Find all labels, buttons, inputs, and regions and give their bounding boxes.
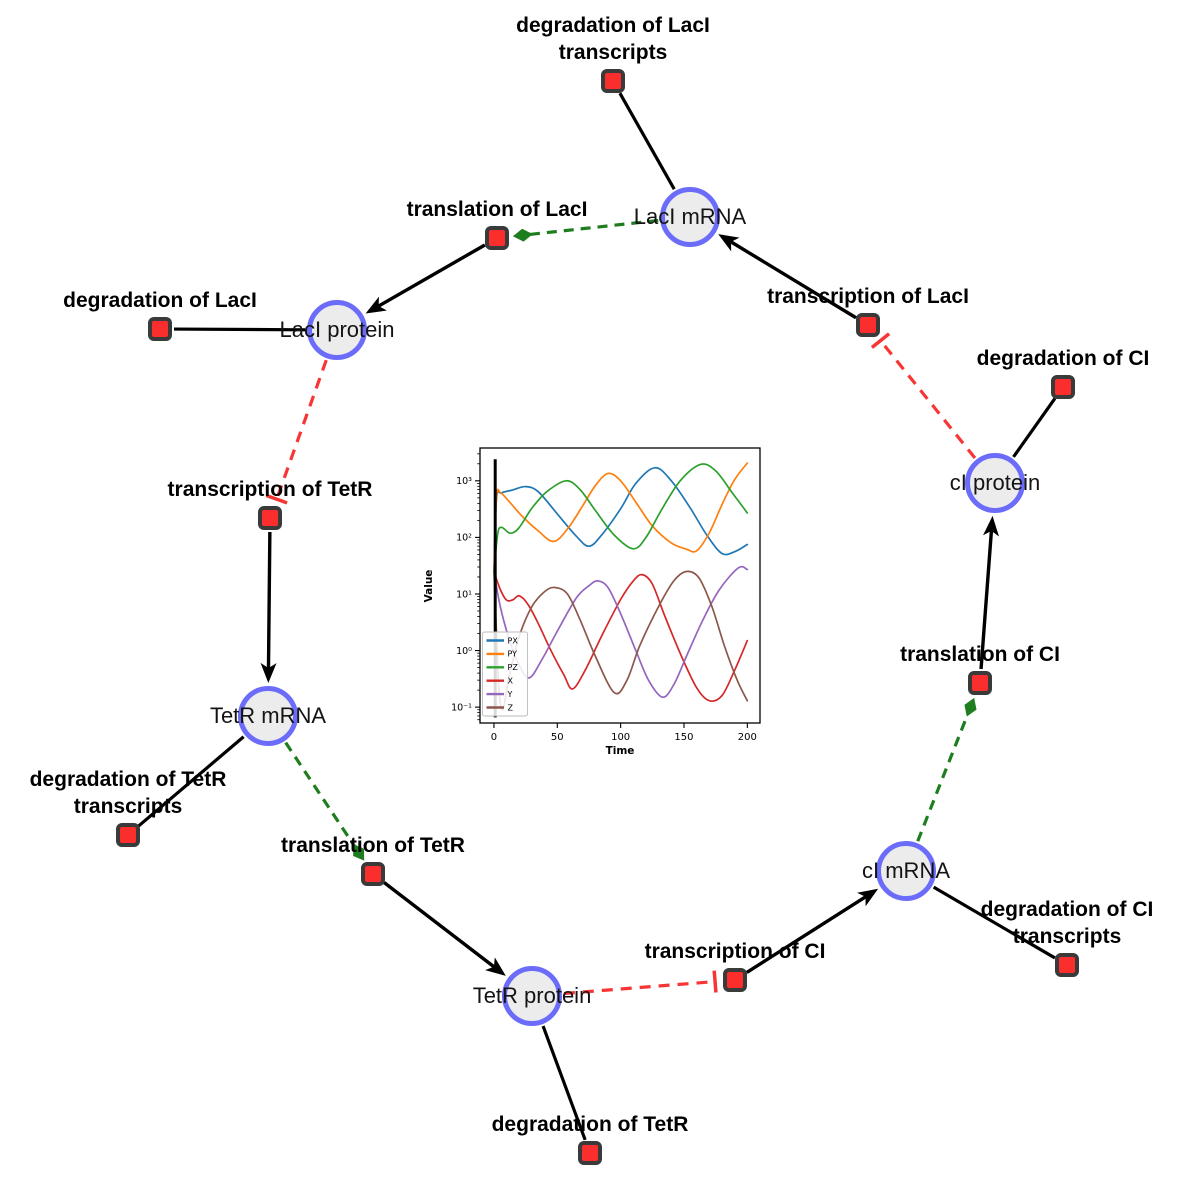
inhibitor-bar-icon (712, 970, 718, 993)
y-tick-label: 10³ (456, 476, 472, 487)
production-line (745, 894, 868, 974)
series-X (493, 570, 749, 703)
edge-ci-protein--transcription-laci (870, 332, 977, 460)
edge-laci-mrna--deg-laci-transcripts (618, 92, 676, 190)
edge-translation-laci--laci-protein (365, 243, 486, 314)
production-line (979, 529, 994, 670)
edge-laci-protein--transcription-tetr (265, 359, 328, 505)
inhibitor-bar-icon (265, 493, 288, 505)
edge-transcription-ci--ci-mrna (745, 888, 879, 974)
modifier-diamond-icon (512, 228, 533, 242)
legend-label-PY: PY (508, 650, 518, 659)
x-tick-label: 0 (491, 732, 497, 743)
edge-translation-ci--ci-protein (979, 515, 1000, 670)
arrow-head-icon (718, 234, 740, 252)
legend-label-PX: PX (508, 636, 519, 645)
legend-label-X: X (508, 677, 514, 686)
modifier-line (284, 741, 357, 849)
arrow-head-icon (857, 888, 879, 907)
inhibition-line (879, 339, 977, 460)
series-Z (493, 570, 749, 711)
series-PY (493, 462, 749, 573)
arrow-head-icon (365, 296, 387, 314)
consumption-line (541, 1025, 587, 1141)
modifier-diamond-icon (964, 697, 977, 717)
axes-frame (479, 447, 761, 724)
arrow-head-icon (983, 515, 1000, 537)
consumption-line (173, 327, 306, 332)
edge-laci-protein--deg-laci (173, 327, 306, 332)
consumption-line (1012, 397, 1057, 458)
edge-ci-mrna--deg-ci-transcripts (932, 885, 1056, 960)
series-PX (493, 466, 749, 573)
legend-box (482, 631, 528, 717)
edge-transcription-laci--laci-mrna (718, 234, 857, 320)
edge-tetr-protein--transcription-ci (563, 970, 718, 996)
modifier-line (916, 712, 970, 842)
production-line (729, 239, 857, 320)
edge-transcription-tetr--tetr-mrna (260, 531, 277, 684)
edge-tetr-mrna--translation-tetr (284, 741, 365, 861)
edge-translation-tetr--tetr-protein (383, 881, 506, 976)
modifier-line (528, 218, 659, 237)
edge-ci-mrna--translation-ci (916, 697, 977, 842)
edge-laci-mrna--translation-laci (512, 218, 659, 242)
production-line (376, 243, 486, 309)
chart-legend: PX PY PZ XYZ (482, 631, 528, 717)
legend-label-Z: Z (508, 703, 514, 712)
series-PZ (493, 463, 749, 573)
arrow-head-icon (260, 662, 277, 684)
x-tick-label: 50 (551, 732, 564, 743)
modifier-diamond-icon (353, 844, 365, 861)
chart-xlabel: Time (606, 745, 635, 757)
x-tick-label: 100 (611, 732, 630, 743)
chart-ylabel: Value (423, 570, 435, 603)
legend-label-PZ: PZ (508, 663, 519, 672)
consumption-line (618, 92, 676, 190)
curves-group (493, 462, 749, 711)
production-line (266, 531, 272, 670)
edge-ci-protein--deg-ci (1012, 397, 1057, 458)
edge-tetr-mrna--deg-tetr-transcripts (137, 735, 245, 828)
y-tick-label: 10⁻¹ (451, 702, 472, 713)
arrow-head-icon (485, 957, 506, 976)
x-tick-label: 150 (674, 732, 693, 743)
inhibition-line (275, 359, 328, 500)
inhibition-line (563, 979, 716, 996)
y-tick-label: 10² (456, 533, 472, 544)
y-tick-label: 10⁰ (456, 646, 472, 657)
time-series-plot: 10⁻¹ 10⁰ 10¹ 10² 10³ 0 50 100 150 200 PX PY PZ X Y Z Ti… (420, 432, 770, 764)
consumption-line (137, 735, 245, 828)
consumption-line (932, 885, 1056, 960)
series-Y (493, 565, 749, 699)
inhibitor-bar-icon (870, 332, 891, 349)
chart-svg: 10⁻¹ 10⁰ 10¹ 10² 10³ 0 50 100 150 200 PX PY PZ XYZ Ti… (423, 447, 761, 757)
legend-label-Y: Y (507, 690, 513, 699)
edge-tetr-protein--deg-tetr (541, 1025, 587, 1141)
y-tick-label: 10¹ (456, 589, 472, 600)
production-line (383, 881, 496, 969)
x-tick-label: 200 (738, 732, 757, 743)
